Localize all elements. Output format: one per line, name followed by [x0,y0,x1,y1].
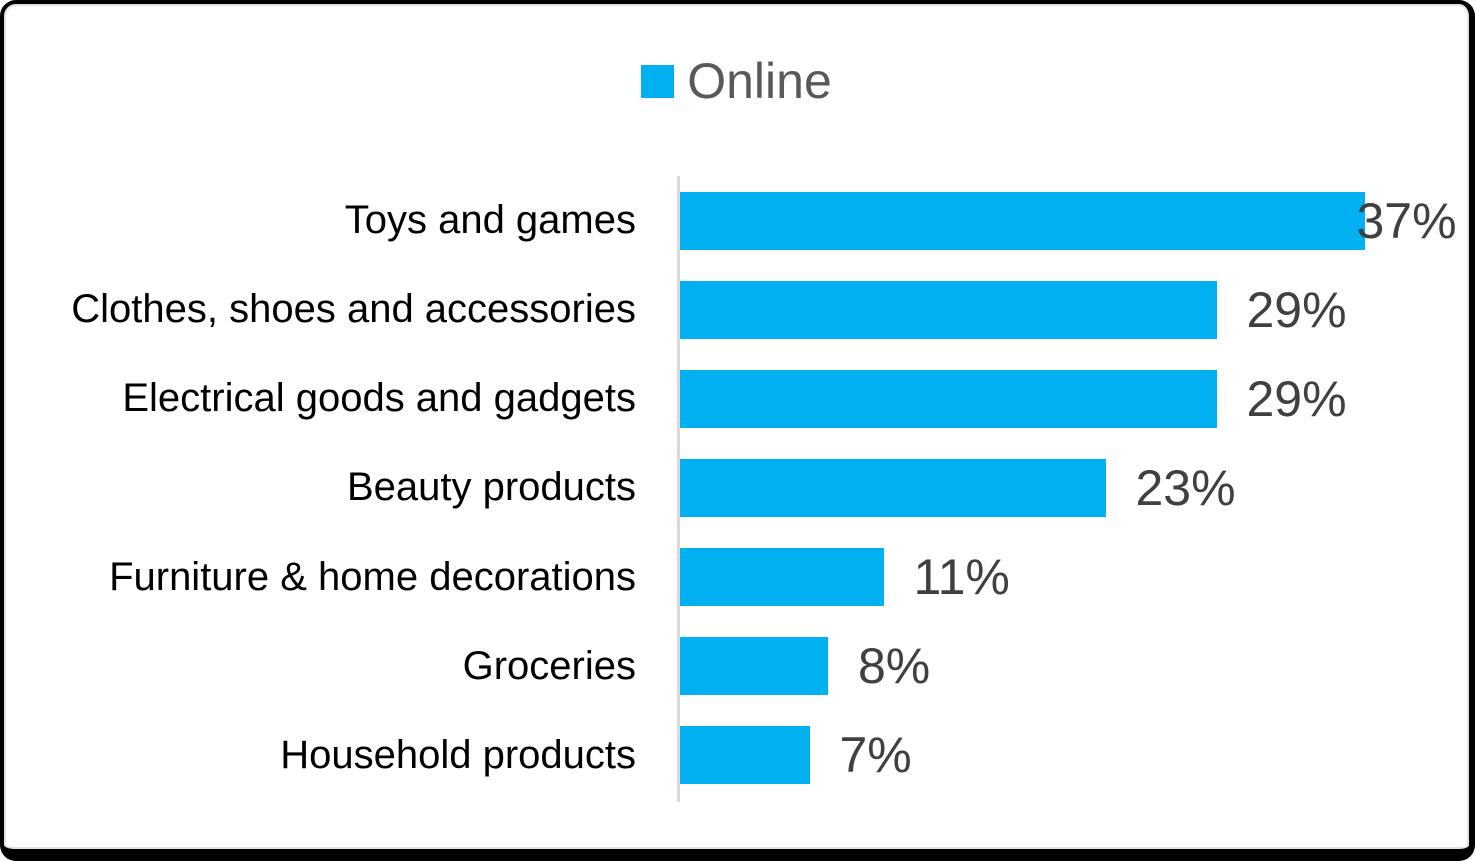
bar-row: 29% [680,354,1420,443]
bar-row: 11% [680,533,1420,622]
category-label: Furniture & home decorations [109,554,636,599]
legend-label-online: Online [687,53,832,109]
value-label: 23% [1135,459,1236,516]
category-label: Household products [280,732,636,777]
bar [680,458,1106,517]
bar-row: 7% [680,711,1420,800]
bar-row: 8% [680,622,1420,711]
bar-row: 37% [680,176,1457,265]
bar [680,637,828,696]
category-label: Groceries [462,643,636,688]
value-label: 37% [1356,192,1457,249]
value-label: 11% [913,549,1010,606]
category-label: Beauty products [346,465,636,510]
value-label: 7% [839,727,912,784]
y-axis-line [677,176,680,802]
legend: Online [4,56,1469,106]
legend-swatch-online-icon [641,64,675,98]
plot-area: 37% 29% 29% 23% 11% 8% 7% [680,176,1457,800]
category-axis-labels: Toys and games Clothes, shoes and accesso… [4,176,636,800]
bar [680,548,884,607]
category-label: Electrical goods and gadgets [122,376,636,421]
bar [680,280,1217,339]
value-label: 29% [1246,370,1347,427]
value-label: 29% [1246,281,1347,338]
bar-row: 29% [680,265,1420,354]
bar-row: 23% [680,443,1420,532]
category-label: Toys and games [344,198,636,243]
bar [680,726,810,785]
value-label: 8% [858,638,931,695]
bar [680,369,1217,428]
bar [680,191,1365,250]
category-label: Clothes, shoes and accessories [71,287,636,332]
